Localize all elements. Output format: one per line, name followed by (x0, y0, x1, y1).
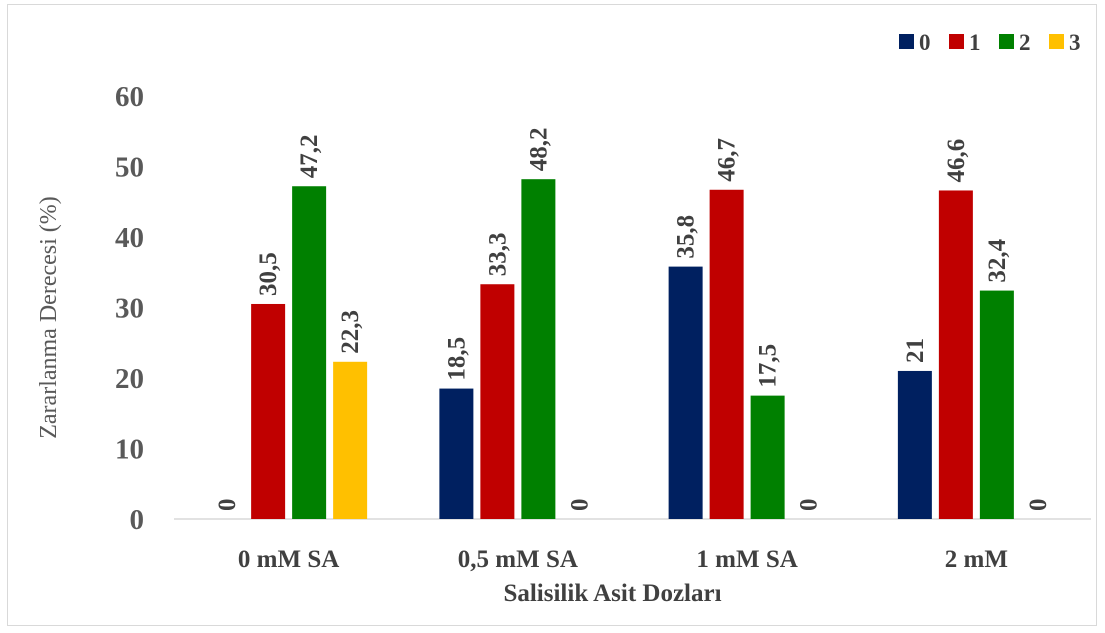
data-label: 0 (214, 499, 241, 512)
legend-swatch (949, 34, 964, 49)
data-label: 18,5 (443, 337, 470, 381)
y-tick-label: 10 (115, 434, 144, 466)
y-axis-title: Zararlanma Derecesi (%) (36, 196, 62, 439)
legend-label: 1 (969, 30, 981, 55)
bar (750, 395, 785, 519)
bar (333, 361, 368, 519)
data-label: 33,3 (484, 232, 511, 276)
data-label: 35,8 (673, 215, 700, 259)
data-label: 30,5 (255, 252, 282, 296)
bar (979, 290, 1014, 519)
legend-label: 3 (1069, 30, 1081, 55)
data-label: 32,4 (984, 238, 1011, 282)
legend-label: 2 (1019, 30, 1031, 55)
data-label: 48,2 (525, 127, 552, 171)
x-axis-categories: 0 mM SA 0,5 mM SA 1 mM SA 2 mM (238, 546, 1008, 573)
legend-swatch (1049, 34, 1064, 49)
legend: 0 1 2 3 (899, 30, 1081, 55)
data-label: 21 (902, 338, 929, 363)
bar (251, 303, 286, 519)
data-label: 22,3 (337, 310, 364, 354)
legend-label: 0 (919, 30, 931, 55)
data-label: 47,2 (296, 134, 323, 178)
data-label: 46,7 (714, 138, 741, 182)
bars (251, 179, 1014, 520)
bar (938, 190, 973, 519)
bar (480, 284, 515, 519)
data-label: 0 (566, 499, 593, 512)
bar (521, 179, 556, 519)
y-tick-label: 60 (115, 81, 144, 113)
y-tick-label: 40 (115, 222, 144, 254)
y-axis-ticks: 0 10 20 30 40 50 60 (115, 81, 144, 536)
y-tick-label: 0 (130, 504, 145, 536)
x-category-label: 0,5 mM SA (458, 546, 578, 573)
x-category-label: 0 mM SA (238, 546, 339, 573)
data-label: 46,6 (943, 139, 970, 183)
bar (897, 370, 932, 519)
x-category-label: 2 mM (945, 546, 1008, 573)
data-label: 0 (796, 499, 823, 512)
x-category-label: 1 mM SA (696, 546, 797, 573)
chart-frame: 0 10 20 30 40 50 60 0 30,5 47,2 22,3 18,5 33,3 48,2 0… (7, 4, 1097, 626)
bar (439, 388, 474, 519)
y-tick-label: 50 (115, 152, 144, 184)
data-label: 17,5 (755, 344, 782, 388)
legend-swatch (999, 34, 1014, 49)
data-label: 0 (1025, 499, 1052, 512)
legend-swatch (899, 34, 914, 49)
bar (709, 189, 744, 519)
y-tick-label: 20 (115, 363, 144, 395)
bar (668, 266, 703, 519)
data-labels: 0 30,5 47,2 22,3 18,5 33,3 48,2 0 35,8 46,7 17,5 0 2… (214, 127, 1052, 511)
x-axis-title: Salisilik Asit Dozları (503, 580, 721, 607)
bar (292, 186, 327, 520)
y-tick-label: 30 (115, 293, 144, 325)
